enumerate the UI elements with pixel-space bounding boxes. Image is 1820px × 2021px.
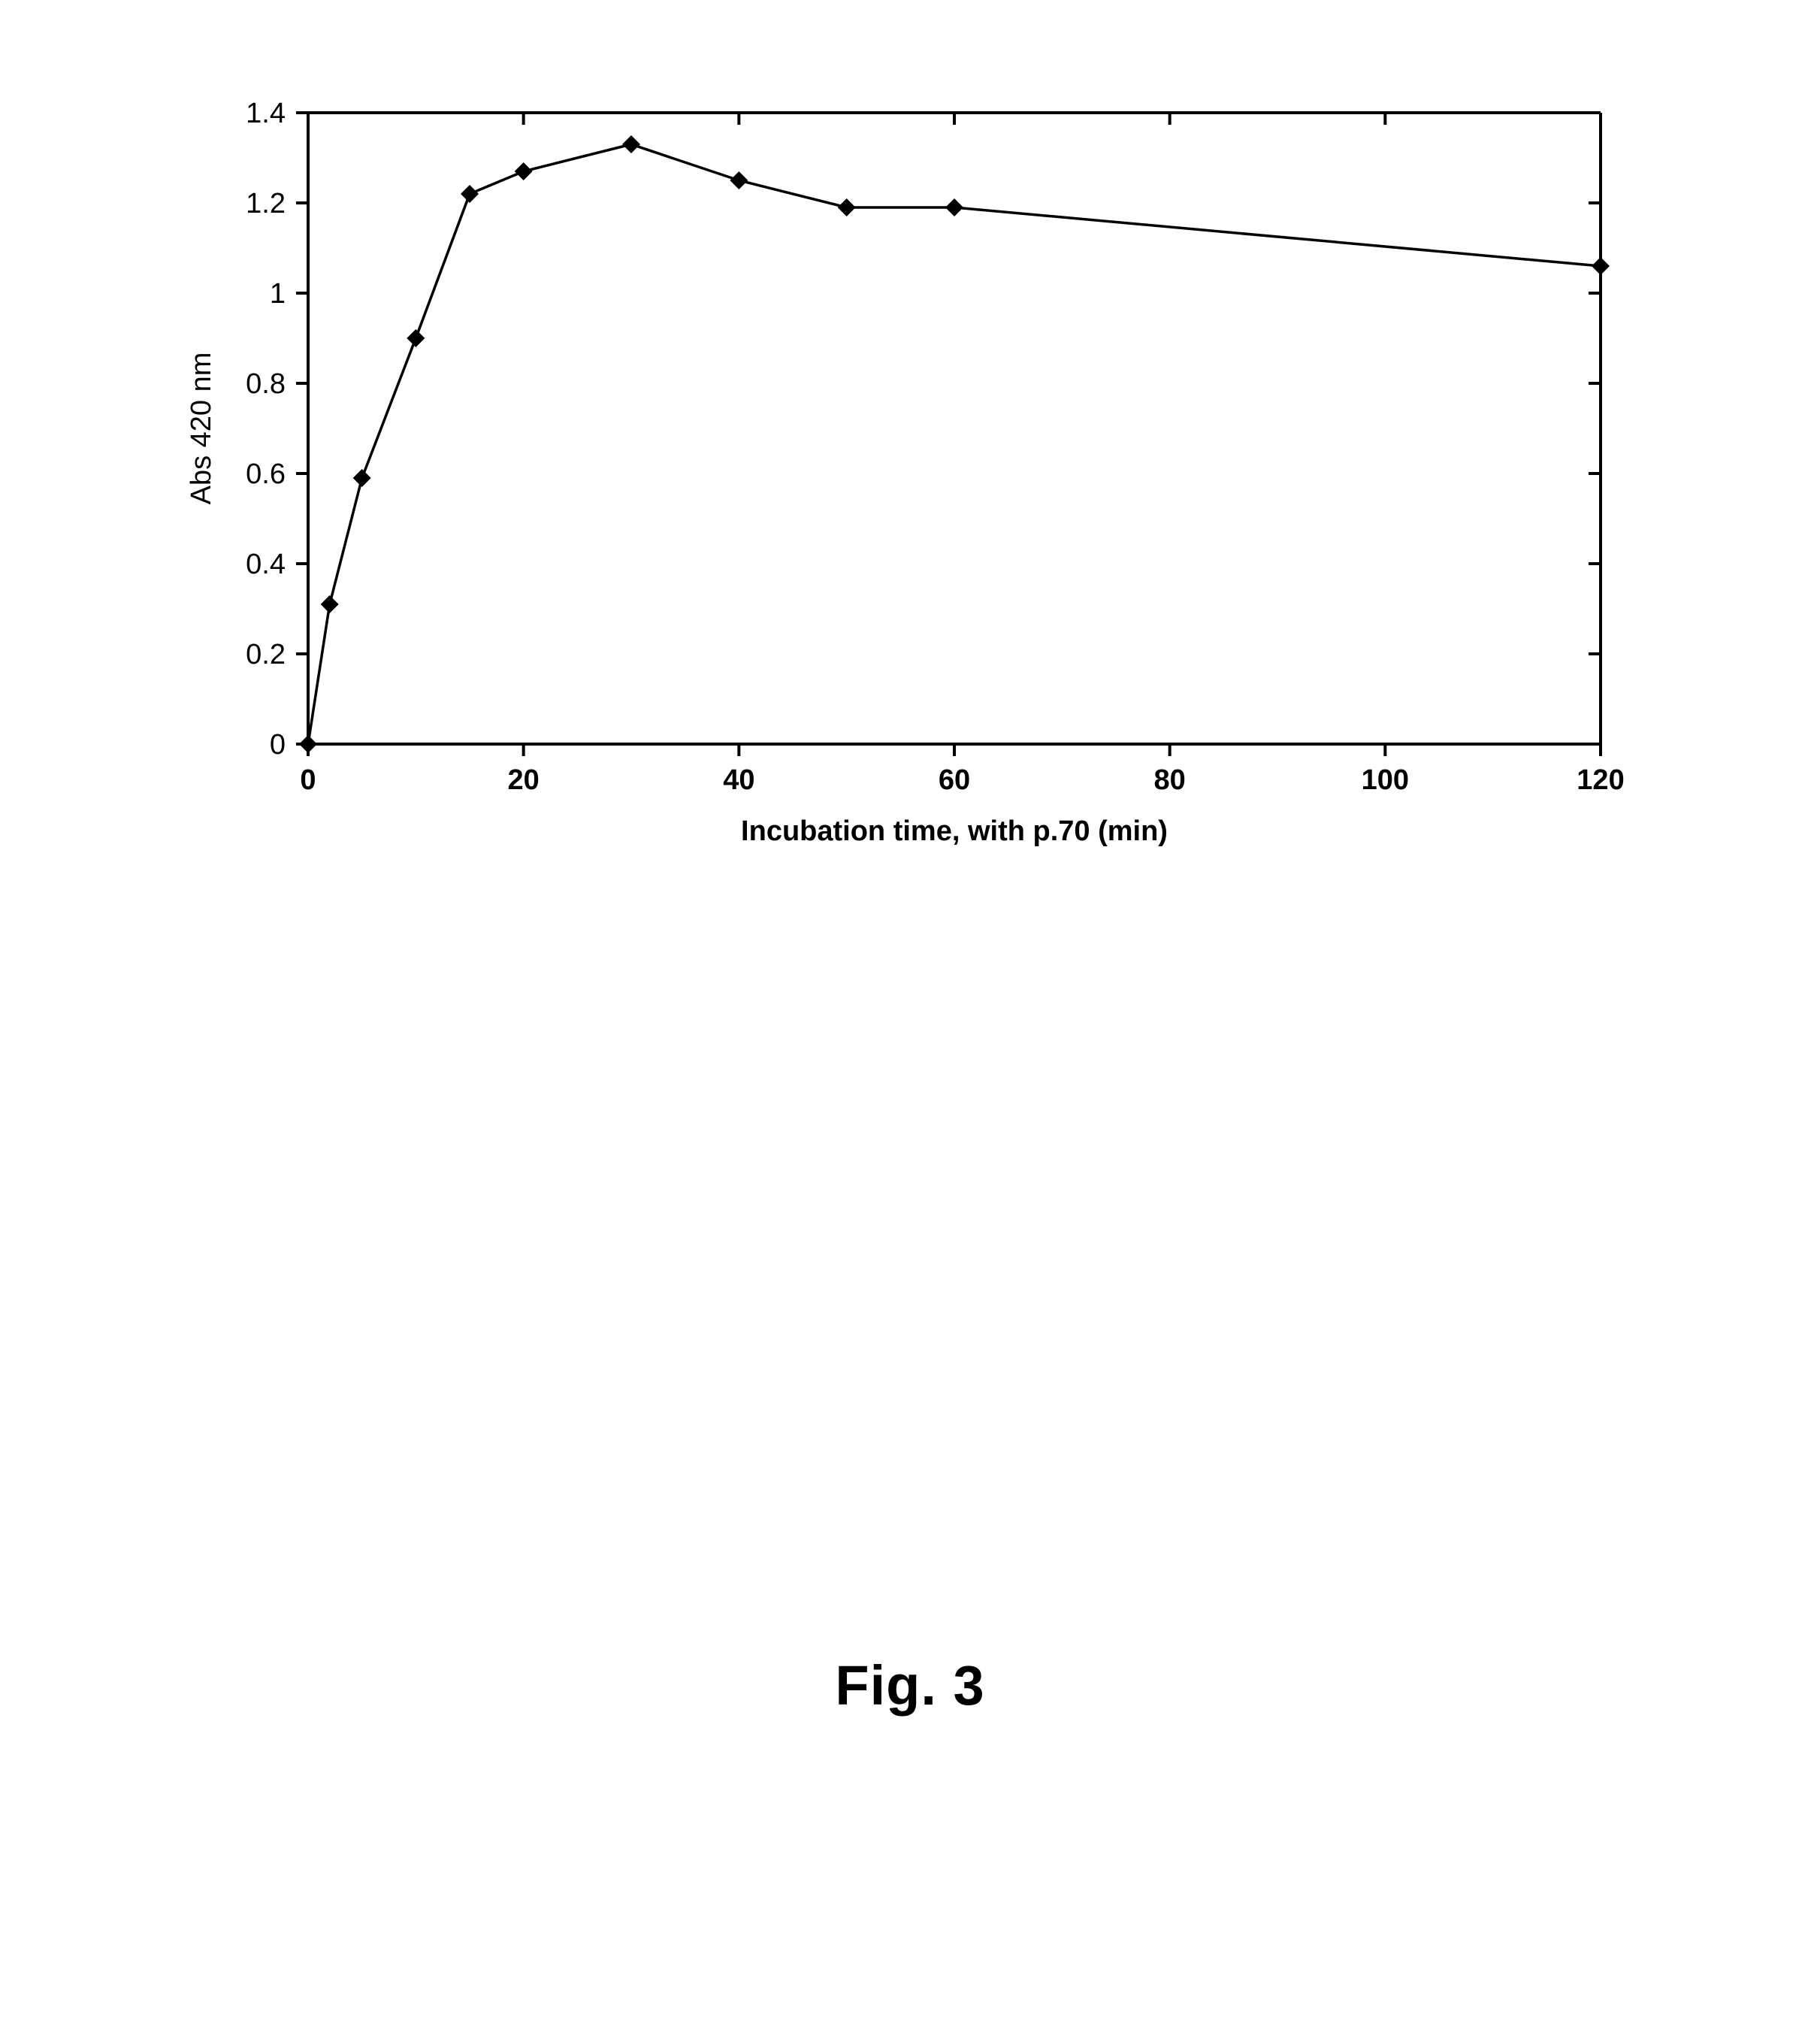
y-tick-label: 1.4	[246, 98, 286, 129]
y-tick-label: 1	[270, 278, 286, 310]
x-tick-label: 80	[1154, 764, 1186, 796]
data-point-marker	[1592, 257, 1610, 275]
y-tick-label: 0.8	[246, 368, 286, 400]
data-point-marker	[945, 198, 963, 216]
chart-svg: 0 0.2 0.4 0.6 0.8 1 1.2 1.4 0 20 40 60 80 100 120 Abs 4…	[180, 90, 1638, 917]
x-tick-label: 60	[939, 764, 970, 796]
y-axis-title: Abs 420 nm	[186, 352, 217, 505]
x-tick-label: 0	[300, 764, 316, 796]
y-tick-label: 1.2	[246, 188, 286, 219]
x-tick-label: 40	[723, 764, 754, 796]
x-tick-label: 100	[1362, 764, 1409, 796]
y-tick-label: 0.2	[246, 639, 286, 670]
data-point-marker	[321, 595, 339, 613]
y-tick-label: 0	[270, 729, 286, 761]
y-tick-label: 0.4	[246, 549, 286, 580]
data-series-line	[308, 144, 1601, 744]
data-point-marker	[299, 735, 317, 753]
chart: 0 0.2 0.4 0.6 0.8 1 1.2 1.4 0 20 40 60 80 100 120 Abs 4…	[180, 90, 1638, 917]
data-point-marker	[838, 198, 856, 216]
data-point-marker	[407, 329, 425, 347]
figure-caption: Fig. 3	[0, 1653, 1820, 1717]
y-tick-label: 0.6	[246, 458, 286, 490]
data-point-marker	[353, 469, 371, 487]
page: 0 0.2 0.4 0.6 0.8 1 1.2 1.4 0 20 40 60 80 100 120 Abs 4…	[0, 0, 1820, 2021]
data-point-marker	[461, 185, 479, 203]
data-point-marker	[622, 135, 640, 153]
x-axis-title: Incubation time, with p.70 (min)	[741, 815, 1168, 847]
data-point-marker	[515, 162, 533, 180]
data-point-marker	[730, 171, 748, 189]
x-tick-label: 20	[508, 764, 540, 796]
x-tick-label: 120	[1577, 764, 1624, 796]
